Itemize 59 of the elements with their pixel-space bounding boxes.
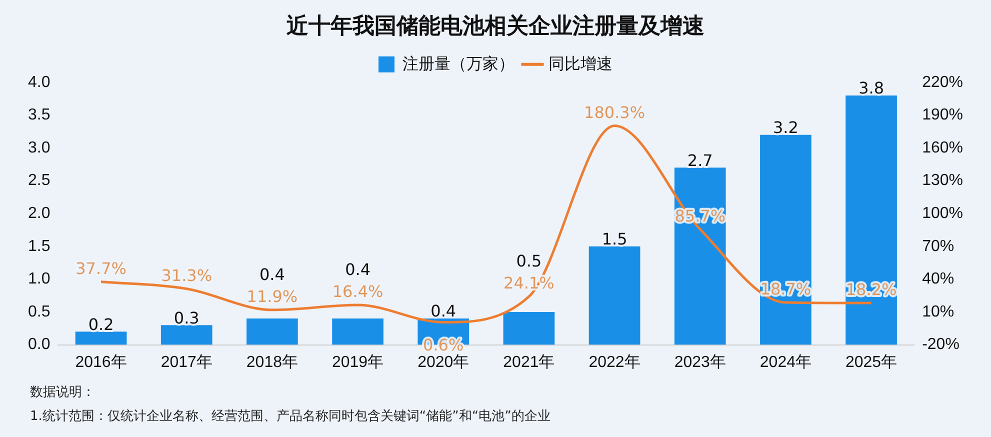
bar xyxy=(160,325,212,345)
legend-label: 同比增速 xyxy=(548,54,612,73)
x-tick-label: 2020年 xyxy=(418,354,470,371)
y-tick-label: 2.0 xyxy=(28,205,50,222)
data-label: 3.2 xyxy=(772,118,798,138)
x-tick-label: 2016年 xyxy=(75,354,127,371)
data-label: 1.5 xyxy=(602,230,628,249)
y2-tick-label: 100% xyxy=(922,205,963,222)
bar xyxy=(246,318,298,345)
y-tick-label: 1.0 xyxy=(28,270,50,288)
y-tick-label: 3.0 xyxy=(28,139,50,156)
y2-tick-label: 130% xyxy=(922,172,963,190)
x-tick-label: 2024年 xyxy=(760,354,812,371)
y-tick-label: 4.0 xyxy=(28,74,50,91)
x-tick-label: 2018年 xyxy=(246,354,298,371)
y2-tick-label: 190% xyxy=(922,106,963,124)
data-label: 18.7% xyxy=(760,280,812,299)
data-label: 0.2 xyxy=(88,314,114,334)
y2-tick-label: 220% xyxy=(922,74,963,91)
x-tick-label: 2025年 xyxy=(845,354,898,371)
y2-tick-label: 10% xyxy=(922,303,954,320)
y-tick-label: 1.5 xyxy=(28,238,50,255)
data-label: 18.2% xyxy=(846,280,897,300)
data-label: 3.8 xyxy=(858,78,884,98)
y-tick-label: 0.5 xyxy=(28,303,50,320)
data-label: 11.9% xyxy=(246,287,298,306)
text: 1.统计范围：仅统计企业名称、经营范围、产品名称同时包含关键词“储能”和“电池”的企业 xyxy=(30,408,550,426)
legend-label: 注册量（万家） xyxy=(402,54,514,73)
data-label: 0.3 xyxy=(174,308,200,328)
data-label: 31.3% xyxy=(161,266,212,285)
bar xyxy=(846,96,897,345)
y-tick-label: 2.5 xyxy=(28,172,50,190)
text: 数据说明： xyxy=(30,384,96,402)
data-label: 0.4 xyxy=(345,260,371,280)
data-label: 0.4 xyxy=(259,265,285,284)
bar xyxy=(674,168,726,345)
bar xyxy=(503,312,555,345)
y2-tick-label: -20% xyxy=(922,336,960,354)
data-label: 16.4% xyxy=(332,282,384,302)
y2-tick-label: 40% xyxy=(922,270,954,288)
data-label: 0.4 xyxy=(430,302,456,321)
data-label: 180.3% xyxy=(584,102,646,122)
x-tick-label: 2021年 xyxy=(503,354,555,371)
data-label: 2.7 xyxy=(687,150,713,170)
y-tick-label: 0.0 xyxy=(28,336,50,354)
y2-tick-label: 160% xyxy=(922,139,963,156)
x-tick-label: 2022年 xyxy=(588,354,640,371)
y-tick-label: 3.5 xyxy=(28,106,50,124)
x-tick-label: 2023年 xyxy=(674,354,726,371)
bar xyxy=(760,134,812,345)
x-tick-label: 2017年 xyxy=(160,354,212,371)
chart-title: 近十年我国储能电池相关企业注册量及增速 xyxy=(286,12,704,39)
x-tick-label: 2019年 xyxy=(332,354,384,371)
bar xyxy=(75,332,127,345)
bar xyxy=(332,318,384,345)
y2-tick-label: 70% xyxy=(922,238,954,255)
bar xyxy=(588,246,640,345)
data-label: 0.5 xyxy=(516,252,542,271)
data-label: 37.7% xyxy=(76,258,126,278)
